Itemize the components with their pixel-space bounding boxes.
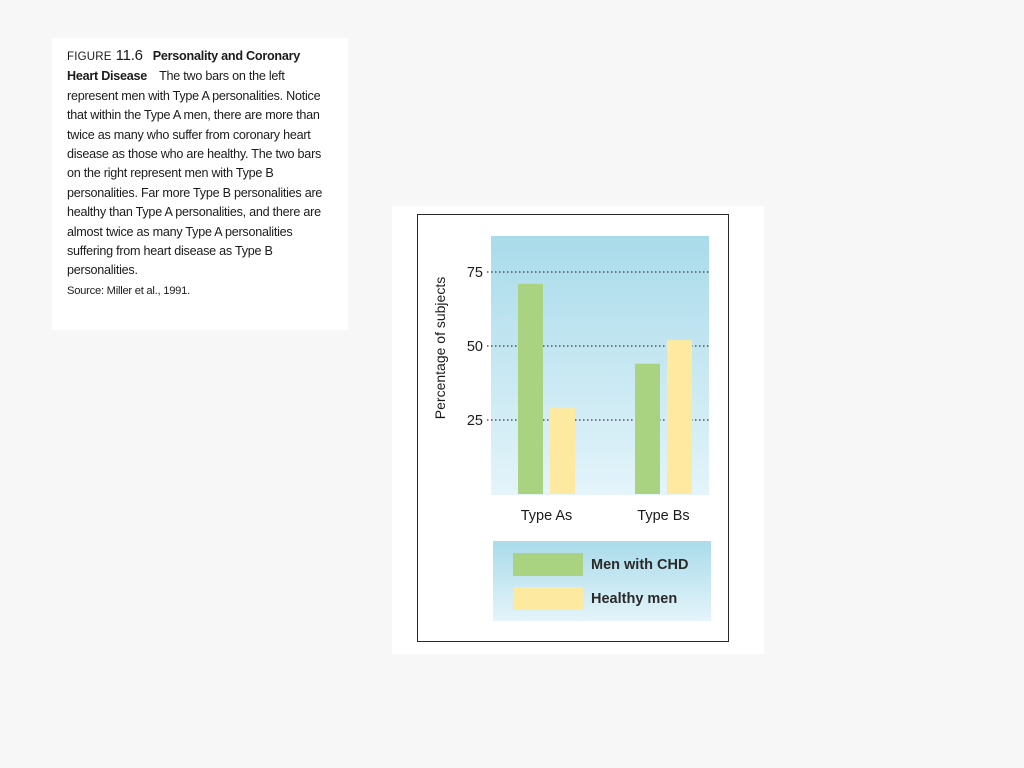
legend-swatch <box>513 553 583 576</box>
figure-number: 11.6 <box>115 47 143 64</box>
caption-card: FIGURE 11.6 Personality and Coronary Heart… <box>52 38 348 330</box>
figure-label: FIGURE <box>67 51 112 63</box>
y-axis-label: Percentage of subjects <box>432 277 448 419</box>
chart-frame: 25 50 75 Type As Type Bs Percentage of subj… <box>417 214 729 642</box>
legend: Men with CHD Healthy men <box>513 553 688 610</box>
figure-title: Personality and Coronary Heart Disease <box>67 49 301 84</box>
bar-healthy-men-type-bs <box>667 340 692 494</box>
bar-healthy-men-type-as <box>550 408 575 494</box>
bar-chart: 25 50 75 Type As Type Bs Percentage of subj… <box>432 236 711 621</box>
y-tick-label: 50 <box>467 339 483 355</box>
legend-label: Healthy men <box>591 591 677 607</box>
bar-men-with-chd-type-bs <box>635 363 660 494</box>
caption-source: Source: Miller et al., 1991. <box>67 284 190 297</box>
caption-body: The two bars on the left represent men w… <box>67 69 323 278</box>
y-tick-label: 25 <box>467 413 483 429</box>
figure-caption: FIGURE 11.6 Personality and Coronary Heart… <box>67 46 329 301</box>
legend-swatch <box>513 587 583 610</box>
x-tick-label: Type Bs <box>637 508 689 524</box>
legend-label: Men with CHD <box>591 557 688 573</box>
y-tick-label: 75 <box>467 265 483 281</box>
x-tick-label: Type As <box>521 508 573 524</box>
chart-card: 25 50 75 Type As Type Bs Percentage of subj… <box>392 206 764 654</box>
bar-men-with-chd-type-as <box>518 283 543 494</box>
